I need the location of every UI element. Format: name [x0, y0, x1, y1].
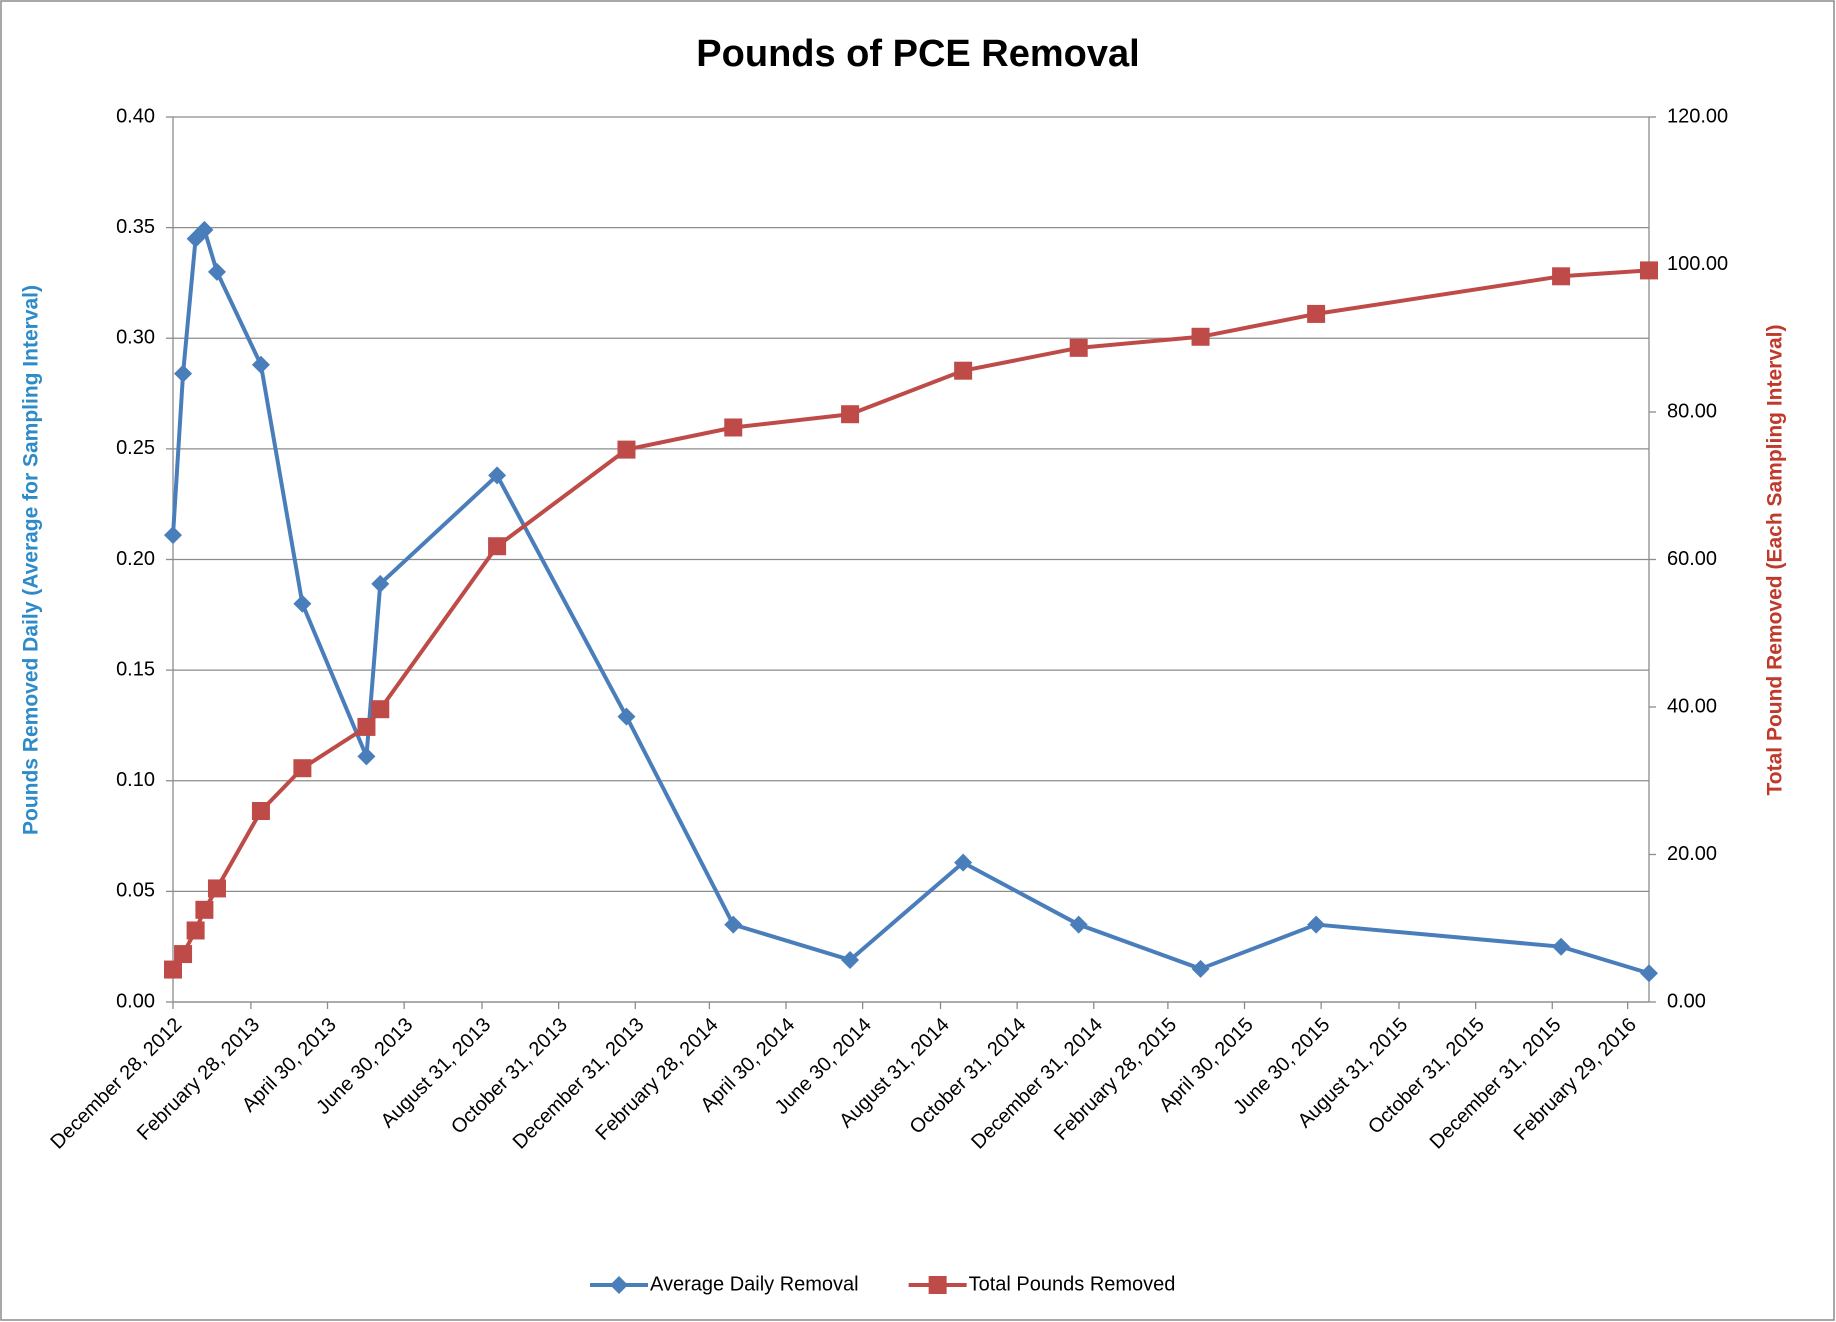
- data-point: [724, 915, 743, 934]
- data-point: [357, 717, 376, 736]
- y2-tick-label: 40.00: [1667, 695, 1717, 717]
- data-point: [207, 262, 226, 281]
- y2-axis-label: Total Pound Removed (Each Sampling Inter…: [1764, 324, 1787, 795]
- data-point: [1191, 959, 1210, 978]
- data-point: [954, 853, 973, 872]
- y-axis-label: Pounds Removed Daily (Average for Sampli…: [20, 285, 43, 835]
- data-point: [195, 900, 214, 919]
- data-point: [617, 440, 636, 459]
- legend-marker: [610, 1276, 628, 1294]
- data-point: [488, 466, 507, 485]
- y-tick-label: 0.30: [116, 327, 155, 349]
- data-point: [174, 945, 193, 964]
- data-point: [841, 950, 860, 969]
- y-tick-label: 0.20: [116, 548, 155, 570]
- data-point: [371, 574, 390, 593]
- data-point: [1552, 267, 1571, 286]
- y2-tick-label: 0.00: [1667, 990, 1706, 1012]
- data-point: [174, 364, 193, 383]
- data-point: [195, 220, 214, 239]
- y-tick-label: 0.05: [116, 880, 155, 902]
- y2-tick-label: 80.00: [1667, 400, 1717, 422]
- y-tick-label: 0.35: [116, 216, 155, 238]
- y2-tick-label: 60.00: [1667, 548, 1717, 570]
- data-point: [293, 759, 312, 778]
- data-point: [1307, 304, 1326, 323]
- data-point: [724, 418, 743, 437]
- data-point: [357, 747, 376, 766]
- data-point: [207, 879, 226, 898]
- y2-tick-label: 20.00: [1667, 843, 1717, 865]
- data-point: [251, 355, 270, 374]
- data-point: [1069, 338, 1088, 357]
- data-point: [1307, 915, 1326, 934]
- legend-label: Total Pounds Removed: [969, 1273, 1176, 1295]
- y2-tick-label: 120.00: [1667, 105, 1728, 127]
- data-point: [1552, 937, 1571, 956]
- data-point: [251, 801, 270, 820]
- y-tick-label: 0.15: [116, 658, 155, 680]
- y-tick-label: 0.10: [116, 769, 155, 791]
- data-point: [164, 526, 182, 545]
- data-point: [164, 960, 182, 979]
- y2-tick-label: 100.00: [1667, 253, 1728, 275]
- data-point: [488, 537, 507, 556]
- data-point: [617, 707, 636, 726]
- y-tick-label: 0.00: [116, 990, 155, 1012]
- data-point: [186, 921, 205, 940]
- legend-marker: [928, 1276, 947, 1294]
- data-point: [293, 594, 312, 613]
- y-tick-label: 0.40: [116, 105, 155, 127]
- data-point: [1640, 261, 1658, 280]
- data-point: [954, 361, 973, 380]
- data-point: [841, 405, 860, 424]
- y-tick-label: 0.25: [116, 437, 155, 459]
- legend-label: Average Daily Removal: [650, 1273, 859, 1295]
- chart-title: Pounds of PCE Removal: [696, 33, 1139, 75]
- data-point: [1191, 327, 1210, 346]
- data-point: [371, 700, 390, 719]
- data-point: [1069, 915, 1088, 934]
- data-point: [1640, 964, 1658, 983]
